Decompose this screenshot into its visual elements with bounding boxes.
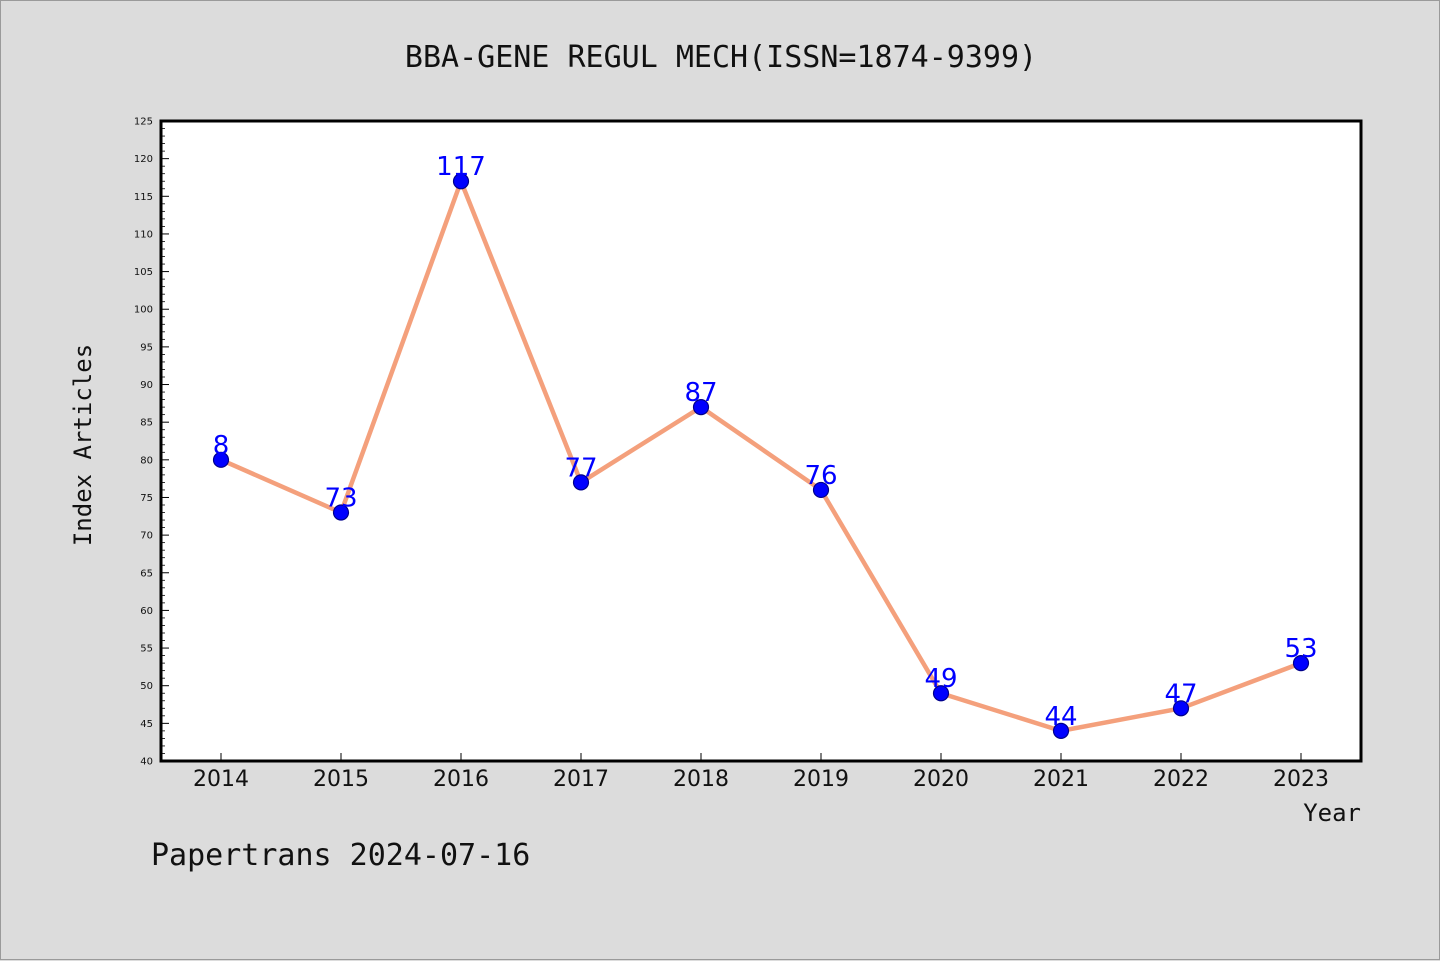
y-tick-label: 125	[134, 117, 153, 128]
data-point	[332, 504, 350, 521]
y-tick-label: 65	[140, 568, 153, 579]
plot-area	[161, 121, 1361, 761]
x-axis: 2014 2015 2016 2017 2018 2019 2020 2021 2022 2023	[193, 753, 1329, 792]
data-point	[1052, 722, 1070, 739]
data-point	[812, 481, 830, 499]
data-point	[1292, 655, 1310, 672]
data-point	[572, 474, 590, 491]
chart-title: BBA-GENE REGUL MECH(ISSN=1874-9399)	[405, 40, 1037, 75]
x-tick-label: 2022	[1153, 767, 1209, 792]
y-tick-label: 90	[140, 380, 153, 391]
data-point	[212, 451, 230, 468]
data-label: 76	[804, 461, 837, 491]
data-point	[1172, 700, 1190, 717]
data-label: 44	[1044, 702, 1077, 732]
data-label: 53	[1284, 634, 1317, 664]
x-tick-label: 2020	[913, 767, 969, 792]
data-label: 8	[213, 431, 230, 461]
x-tick-label: 2019	[793, 767, 849, 792]
data-point	[932, 685, 950, 702]
x-tick-label: 2015	[313, 767, 369, 792]
x-tick-label: 2023	[1273, 767, 1329, 792]
y-tick-label: 120	[134, 154, 153, 165]
y-tick-label: 105	[134, 267, 153, 278]
y-tick-label: 85	[140, 418, 153, 429]
y-tick-label: 45	[140, 719, 153, 730]
y-tick-label: 95	[140, 342, 153, 353]
footer-text: Papertrans 2024-07-16	[151, 838, 530, 873]
y-tick-label: 40	[140, 757, 153, 768]
data-label: 87	[684, 378, 717, 408]
y-tick-label: 75	[140, 493, 153, 504]
y-tick-label: 80	[140, 455, 153, 466]
y-tick-label: 110	[134, 229, 153, 240]
data-label: 47	[1164, 679, 1197, 709]
x-axis-title: Year	[1303, 799, 1361, 827]
y-tick-label: 55	[140, 644, 153, 655]
series-line	[220, 178, 1302, 734]
data-label-group: 8 73 117 77 87 76 49 44 47 53	[213, 152, 1318, 732]
data-label: 73	[324, 484, 357, 514]
y-axis-title: Index Articles	[69, 344, 97, 546]
data-label: 117	[436, 152, 486, 182]
x-tick-label: 2017	[553, 767, 609, 792]
y-tick-label: 60	[140, 606, 153, 617]
data-point	[692, 399, 710, 416]
x-tick-label: 2014	[193, 767, 249, 792]
series-group	[212, 173, 1310, 739]
x-tick-label: 2016	[433, 767, 489, 792]
y-tick-label: 100	[134, 305, 153, 316]
x-tick-label: 2018	[673, 767, 729, 792]
data-label: 77	[564, 453, 597, 483]
y-tick-label: 70	[140, 531, 153, 542]
y-tick-label: 115	[134, 192, 153, 203]
plot-border	[159, 119, 1363, 763]
x-tick-label: 2021	[1033, 767, 1089, 792]
data-point	[452, 173, 470, 190]
data-label: 49	[924, 664, 957, 694]
y-tick-label: 50	[140, 681, 153, 692]
